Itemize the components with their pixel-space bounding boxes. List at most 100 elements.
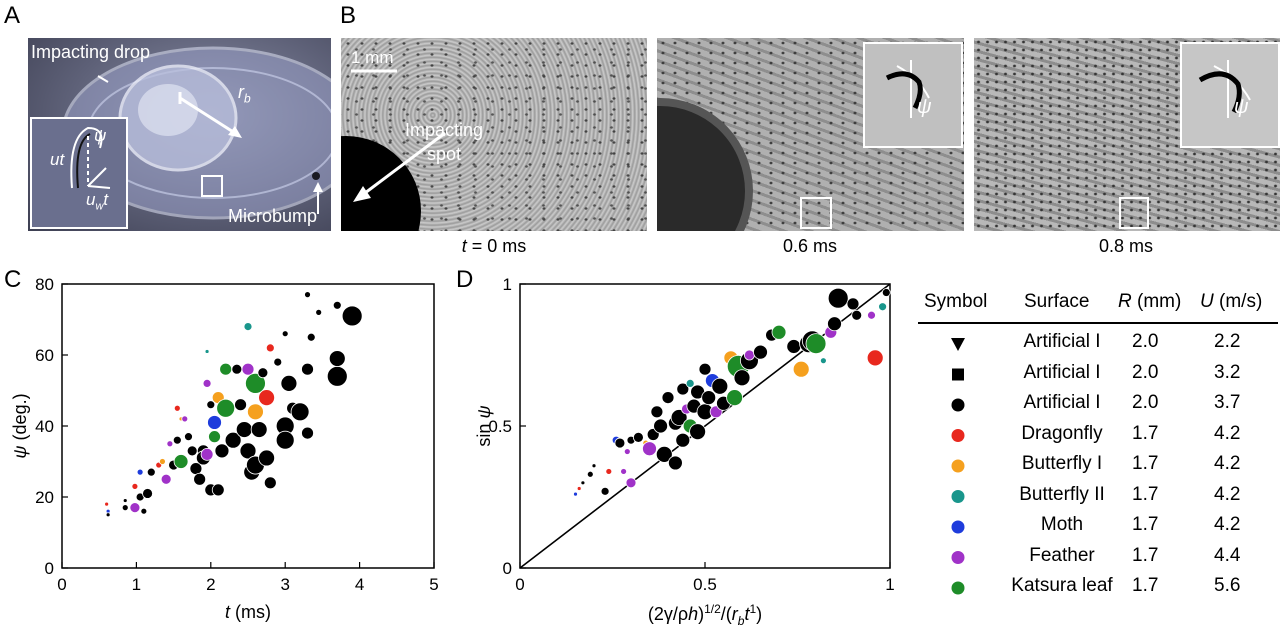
legend-r-value: 1.7	[1132, 422, 1159, 444]
time-0-rest: = 0 ms	[466, 236, 527, 256]
photo-t06: ψ	[657, 38, 964, 231]
chart-c: 0 1 2 3 4 5 0 20 40 60 80 t (ms) ψ (deg.)	[10, 275, 439, 622]
drop-illustration-svg	[30, 46, 331, 229]
data-point	[867, 310, 876, 320]
data-point	[306, 332, 316, 342]
legend-header-r-var: R	[1118, 291, 1132, 312]
data-point	[580, 480, 586, 486]
data-point	[620, 468, 628, 475]
data-point	[332, 300, 342, 310]
y-tick-label: 0	[503, 559, 512, 578]
data-point	[653, 418, 669, 434]
data-point	[315, 309, 323, 316]
photo-t08-overlay	[1119, 60, 1251, 229]
legend-r-value: 1.7	[1132, 483, 1159, 505]
legend-u-value: 4.2	[1214, 422, 1241, 444]
data-point	[206, 400, 216, 410]
legend-marker-circle	[951, 429, 965, 442]
legend-header-r-unit: (mm)	[1131, 291, 1182, 312]
data-point	[326, 365, 348, 387]
data-point	[216, 398, 236, 418]
legend-header-u-unit: (m/s)	[1213, 291, 1263, 312]
legend-u-value: 4.4	[1214, 544, 1241, 566]
x-tick-label: 0.5	[693, 575, 717, 594]
data-point	[675, 432, 691, 448]
legend-surface: Moth	[1040, 514, 1084, 535]
time-label-0: t = 0 ms	[344, 236, 644, 257]
y-tick-label: 0	[45, 559, 54, 578]
data-point	[881, 288, 891, 297]
psi-label-b1: ψ	[917, 96, 932, 118]
impacting-drop-label: Impacting drop	[31, 42, 151, 62]
y-tick-label: 60	[35, 346, 54, 365]
data-point	[273, 357, 283, 367]
legend-u-value: 4.2	[1214, 483, 1241, 505]
legend-row: Butterfly II 1.7 4.2	[918, 484, 1278, 514]
data-point	[211, 483, 225, 497]
rb-main: r	[238, 82, 244, 102]
data-point	[676, 382, 690, 396]
data-point	[328, 350, 346, 367]
data-point	[827, 287, 849, 309]
legend-row: Moth 1.7 4.2	[918, 514, 1278, 544]
data-point	[280, 375, 298, 392]
ut-label: ut	[50, 150, 65, 169]
legend-header: Symbol Surface R (mm) U (m/s)	[918, 291, 1278, 321]
data-point	[819, 357, 827, 365]
data-point	[258, 449, 276, 467]
drop-impact-illustration: Impacting drop rb ψ ut uwt Microbump	[28, 38, 331, 231]
data-point	[685, 379, 695, 388]
x-axis-label-d: (2γ/ρh)1/2/(rbt1)	[648, 602, 762, 628]
data-point	[258, 389, 276, 406]
data-point	[623, 448, 631, 455]
data-point	[341, 305, 363, 327]
x-tick-label: 5	[429, 575, 438, 594]
data-point	[241, 362, 255, 376]
psi-label-b2: ψ	[1234, 96, 1249, 118]
photo-t0: 1 mm Impacting spot	[341, 38, 647, 231]
legend-surface: Artificial I	[1023, 361, 1101, 383]
data-point	[231, 363, 243, 375]
data-point	[121, 504, 129, 512]
time-t-italic: t	[461, 236, 467, 256]
y-tick-label: 80	[35, 275, 54, 294]
data-point	[661, 391, 675, 404]
uwt-t: t	[103, 190, 109, 209]
legend-marker-circle	[951, 551, 965, 564]
data-point	[792, 360, 810, 378]
data-point	[239, 442, 257, 460]
legend-surface: Butterfly II	[1019, 483, 1105, 505]
rb-sub: b	[244, 91, 251, 106]
data-point	[655, 445, 673, 463]
legend-r-value: 2.0	[1132, 361, 1159, 383]
legend-marker-circle	[951, 520, 965, 534]
data-point	[290, 402, 310, 422]
x-tick-label: 1	[885, 575, 894, 594]
legend-header-surface: Surface	[1024, 291, 1090, 312]
data-point	[851, 309, 863, 321]
data-point	[105, 512, 111, 518]
data-point	[771, 324, 787, 340]
legend-u-value: 2.2	[1214, 331, 1241, 352]
data-point	[600, 486, 610, 496]
legend-surface: Dragonfly	[1021, 422, 1103, 444]
x-tick-label: 4	[355, 575, 364, 594]
data-point	[265, 343, 275, 353]
legend-u-value: 3.7	[1214, 392, 1241, 413]
legend-header-u: U (m/s)	[1200, 291, 1262, 313]
data-point	[200, 447, 214, 461]
chart-d: 0 0.5 1 0 0.5 1 (2γ/ρh)1/2/(rbt1) sin ψ	[474, 275, 895, 628]
data-point	[670, 409, 688, 426]
data-point	[701, 390, 717, 405]
data-point	[245, 373, 266, 394]
legend-header-u-var: U	[1200, 291, 1214, 312]
data-point	[219, 362, 233, 376]
data-point	[573, 491, 578, 497]
legend-row: Artificial I 2.0 3.7	[918, 392, 1278, 422]
legend-row: Artificial I 2.0 2.2	[918, 331, 1278, 361]
x-axis-label-c: t (ms)	[225, 602, 271, 622]
data-point	[711, 377, 729, 395]
data-point	[235, 421, 253, 438]
data-point	[184, 432, 193, 442]
data-point	[186, 445, 198, 457]
